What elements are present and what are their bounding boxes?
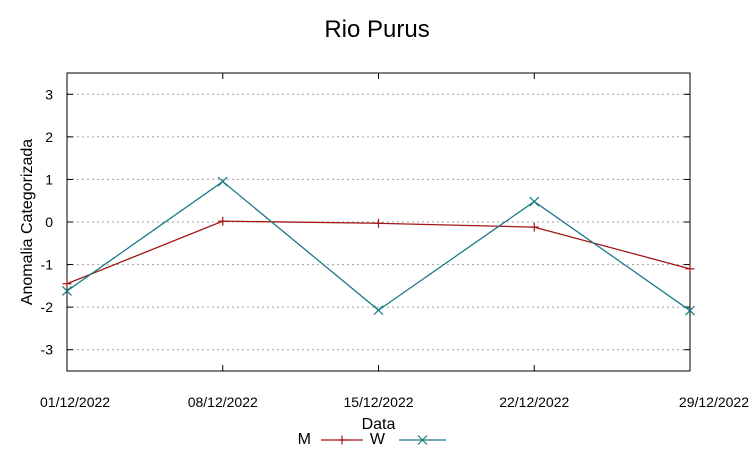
chart-title: Rio Purus — [324, 16, 429, 43]
x-axis-label: Data — [362, 416, 396, 433]
series-M — [62, 216, 695, 289]
data-point — [529, 222, 539, 232]
series-line — [66, 220, 691, 285]
data-point — [685, 264, 695, 274]
y-tick-label: 1 — [45, 171, 53, 187]
legend-item: M — [298, 431, 363, 448]
data-point — [373, 305, 384, 316]
legend-label: M — [298, 431, 311, 448]
data-point — [374, 218, 383, 228]
data-point — [62, 286, 72, 296]
y-tick-label: 3 — [45, 86, 53, 102]
y-tick-label: 0 — [45, 214, 53, 230]
x-tick-label: 01/12/2022 — [40, 394, 110, 410]
legend-item: W — [370, 431, 446, 448]
x-tick-label: 29/12/2022 — [679, 394, 749, 410]
y-axis-label: Anomalia Categorizada — [19, 139, 36, 305]
y-tick-label: -2 — [41, 299, 54, 315]
y-tick-label: -1 — [41, 257, 54, 273]
legend-marker — [337, 435, 347, 445]
y-axis-ticks: -3 -2 -1 0 1 2 3 — [41, 86, 690, 358]
series-W — [62, 176, 695, 316]
data-point — [218, 216, 228, 226]
x-tick-label: 15/12/2022 — [343, 394, 413, 410]
data-point — [217, 176, 228, 187]
data-point — [529, 196, 540, 207]
data-point — [685, 305, 695, 316]
y-tick-label: -3 — [41, 342, 54, 358]
y-tick-label: 2 — [45, 129, 53, 145]
series-layer — [62, 176, 695, 316]
legend-label: W — [370, 431, 386, 448]
x-axis-ticks: 01/12/2022 08/12/2022 15/12/2022 22/12/2022… — [40, 73, 749, 410]
data-point — [62, 279, 72, 289]
x-tick-label: 22/12/2022 — [499, 394, 569, 410]
x-tick-label: 08/12/2022 — [188, 394, 258, 410]
legend-marker — [417, 435, 428, 445]
